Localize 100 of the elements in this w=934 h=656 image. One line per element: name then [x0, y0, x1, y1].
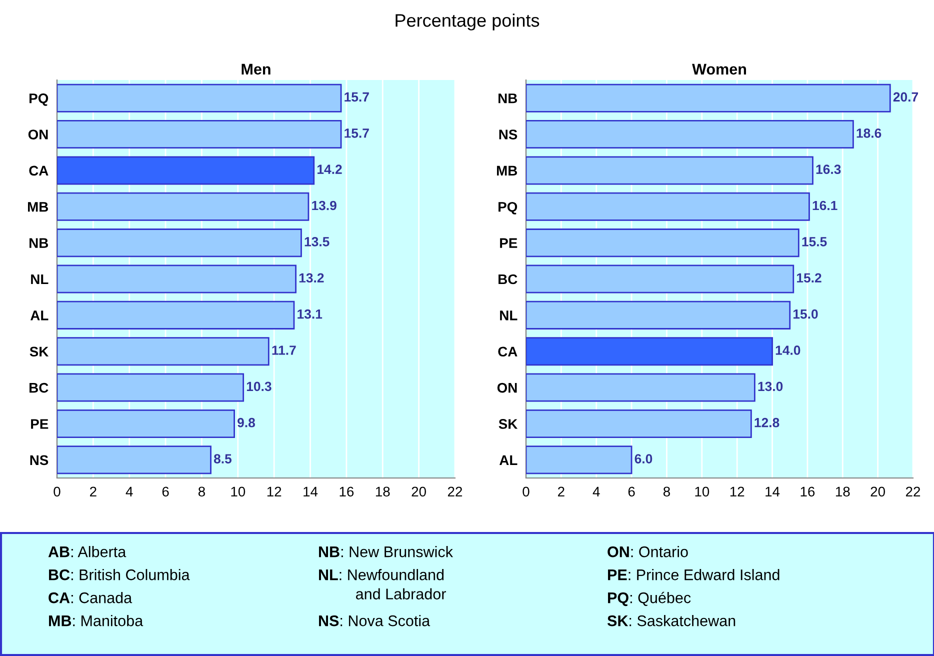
x-tick-label: 6 — [628, 486, 635, 497]
text: PE: Prince Edward Island — [608, 569, 780, 580]
bar — [57, 120, 342, 149]
x-tick-label: 2 — [90, 486, 96, 496]
x-tick-label: 0 — [54, 486, 60, 497]
x-tick-label: 8 — [198, 486, 205, 497]
x-tick-label: 20 — [412, 486, 426, 497]
y-tick-label: PE — [31, 419, 48, 429]
y-tick-label: NL — [31, 274, 48, 284]
data-label: 13.2 — [299, 273, 324, 283]
x-tick-label: 16 — [800, 486, 815, 497]
data-label: 15.7 — [344, 92, 369, 102]
y-tick-label: CA — [498, 346, 518, 357]
bar — [526, 228, 800, 258]
data-label: 15.2 — [796, 273, 822, 283]
y-tick-label: MB — [28, 202, 48, 212]
data-label: 18.6 — [856, 128, 882, 138]
bar — [57, 409, 235, 438]
y-tick-label: NS — [499, 130, 518, 140]
data-label: 14.2 — [318, 164, 342, 174]
chart-title: Percentage points — [396, 14, 540, 30]
x-tick-label: 18 — [836, 486, 850, 497]
x-tick-label: 10 — [231, 486, 246, 497]
x-tick-label: 2 — [558, 486, 564, 496]
bar — [57, 446, 212, 474]
x-tick-label: 4 — [126, 486, 133, 496]
y-tick-label: PQ — [498, 202, 518, 214]
bar — [57, 228, 302, 258]
data-label: 9.8 — [238, 418, 256, 428]
y-tick-label: PQ — [30, 93, 48, 106]
x-tick-label: 20 — [870, 486, 885, 497]
bar — [57, 156, 315, 185]
y-tick-label: AL — [500, 455, 518, 465]
text: ON: Ontario — [608, 546, 688, 558]
text: PQ: Québec — [608, 592, 691, 606]
y-tick-label: MB — [496, 166, 518, 176]
bar — [57, 300, 295, 330]
bar — [526, 156, 814, 185]
bar — [526, 84, 891, 112]
bar — [526, 446, 632, 474]
bar — [526, 192, 810, 221]
y-tick-label: NL — [500, 310, 518, 320]
y-tick-label: SK — [498, 419, 518, 429]
y-tick-label: NB — [498, 94, 518, 104]
x-tick-label: 22 — [906, 486, 920, 496]
y-tick-label: NS — [30, 455, 48, 466]
text: MB: Manitoba — [49, 615, 144, 626]
y-tick-label: NB — [30, 238, 48, 248]
x-tick-label: 12 — [267, 486, 282, 496]
text: NS: Nova Scotia — [319, 615, 430, 626]
x-tick-label: 18 — [376, 486, 390, 497]
text: BC: British Columbia — [49, 569, 190, 580]
x-tick-label: 4 — [592, 486, 600, 496]
data-label: 16.3 — [816, 164, 841, 174]
text: AB: Alberta — [48, 546, 126, 558]
text: SK: Saskatchewan — [607, 615, 736, 626]
chart-title: Women — [692, 64, 746, 75]
x-tick-label: 8 — [663, 486, 670, 497]
x-tick-label: 14 — [766, 486, 780, 496]
data-label: 13.1 — [298, 309, 322, 319]
y-tick-label: BC — [30, 382, 48, 393]
bar — [526, 373, 756, 402]
x-tick-label: 12 — [730, 486, 744, 496]
data-label: 10.3 — [246, 382, 272, 392]
x-tick-label: 22 — [448, 486, 462, 496]
data-label: 13.5 — [304, 237, 330, 246]
bar — [57, 264, 296, 294]
x-tick-label: 10 — [695, 486, 710, 497]
data-label: 13.9 — [312, 200, 336, 210]
data-label: 12.8 — [754, 418, 780, 428]
bar — [57, 337, 270, 366]
y-tick-label: AL — [30, 310, 48, 320]
x-tick-label: 16 — [340, 486, 354, 497]
y-tick-label: BC — [498, 274, 518, 284]
data-label: 20.7 — [893, 92, 918, 102]
data-label: 15.5 — [802, 237, 827, 246]
data-label: 14.0 — [776, 346, 800, 355]
y-tick-label: CA — [29, 166, 48, 176]
bar — [57, 373, 244, 402]
bar — [526, 409, 752, 438]
x-tick-label: 0 — [522, 486, 530, 497]
data-label: 16.1 — [812, 200, 838, 210]
data-label: 15.0 — [793, 309, 818, 319]
text: NL: Newfoundland and Labrador — [319, 569, 446, 600]
text: CA: Canada — [48, 592, 132, 604]
bar — [526, 300, 791, 330]
x-tick-label: 14 — [304, 486, 318, 496]
x-tick-label: 6 — [162, 486, 169, 497]
bar — [526, 264, 794, 294]
data-label: 11.7 — [272, 346, 296, 355]
y-tick-label: SK — [30, 346, 49, 357]
text: NB: New Brunswick — [319, 546, 453, 558]
data-label: 13.0 — [758, 382, 783, 392]
bar — [57, 84, 342, 112]
bar — [526, 120, 854, 149]
bar — [57, 192, 310, 221]
chart-subtitle: Men — [242, 64, 270, 75]
data-label: 6.0 — [634, 454, 652, 464]
bar — [526, 337, 773, 366]
data-label: 15.7 — [344, 128, 369, 138]
